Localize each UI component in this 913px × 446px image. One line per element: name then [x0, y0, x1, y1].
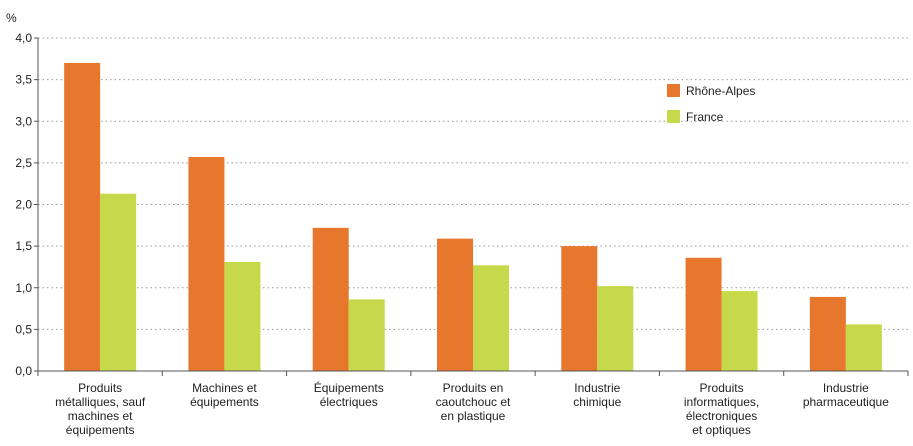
y-axis-unit-label: %	[6, 11, 17, 25]
bar-rhone-alpes	[685, 257, 722, 371]
bar-france	[721, 291, 758, 371]
y-tick-label: 2,0	[15, 198, 32, 212]
bar-france	[348, 299, 385, 371]
category-label: Industrie pharmaceutique	[803, 381, 889, 409]
bars	[64, 62, 882, 371]
bar-rhone-alpes	[809, 296, 846, 371]
y-tick-label: 2,5	[15, 156, 32, 170]
bar-rhone-alpes	[188, 157, 225, 371]
y-axis-ticks: 0,0 0,5 1,0 1,5 2,0 2,5 3,0 3,5 4,0	[15, 31, 38, 378]
legend-label: Rhône-Alpes	[686, 84, 755, 98]
legend-label: France	[686, 110, 724, 124]
legend-swatch	[667, 110, 680, 123]
category-label: Machines et équipements	[190, 381, 259, 409]
y-tick-label: 1,0	[15, 281, 32, 295]
bar-rhone-alpes	[561, 246, 598, 371]
y-tick-label: 1,5	[15, 239, 32, 253]
category-label: Produits en caoutchouc et en plastique	[436, 381, 511, 423]
category-label: Produits informatiques, électroniques et op…	[684, 381, 759, 437]
y-tick-label: 4,0	[15, 31, 32, 45]
bar-france	[224, 261, 261, 371]
bar-france	[845, 324, 882, 371]
legend-swatch	[667, 84, 680, 97]
legend: Rhône-Alpes France	[667, 84, 755, 124]
bar-france	[473, 265, 509, 371]
bar-rhone-alpes	[437, 238, 473, 371]
category-label: Industrie chimique	[573, 381, 621, 409]
y-tick-label: 0,5	[15, 322, 32, 336]
y-tick-label: 0,0	[15, 364, 32, 378]
x-axis-ticks	[37, 371, 909, 376]
gridlines	[38, 37, 908, 330]
bar-rhone-alpes	[64, 62, 101, 371]
y-tick-label: 3,5	[15, 73, 32, 87]
bar-france	[597, 286, 634, 371]
category-label: Produits métalliques, sauf machines et équi…	[55, 381, 146, 437]
bar-france	[100, 193, 137, 371]
bar-rhone-alpes	[312, 227, 349, 371]
category-labels: Produits métalliques, sauf machines et équi…	[55, 380, 889, 437]
category-label: Équipements électriques	[314, 380, 384, 409]
y-tick-label: 3,0	[15, 114, 32, 128]
